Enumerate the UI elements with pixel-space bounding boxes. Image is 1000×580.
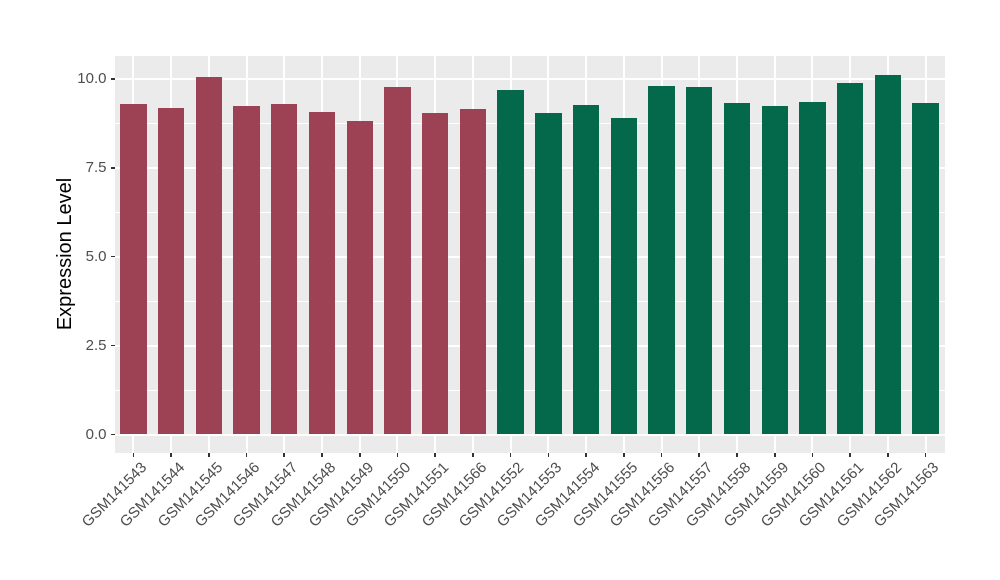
gridline-minor [114,122,945,124]
x-tick-mark [396,452,399,457]
x-tick-mark [773,452,776,457]
y-tick-mark [110,255,115,258]
gridline-major [114,77,945,80]
x-tick-mark [623,452,625,457]
y-tick-label: 5.0 [85,247,107,265]
x-tick-mark [358,452,361,457]
gridline-minor [114,389,945,391]
y-tick-label: 10.0 [77,69,107,87]
bar-GSM141550 [384,87,411,435]
y-tick-label: 7.5 [85,158,107,176]
x-tick-mark [547,452,550,457]
gridline-minor [114,300,945,302]
bar-GSM141554 [572,104,600,435]
bar-GSM141546 [233,106,260,435]
bar-GSM141560 [799,102,826,435]
bar-GSM141556 [648,85,675,435]
x-tick-mark [472,452,474,457]
bar-GSM141557 [686,87,713,435]
y-tick-mark [110,433,115,436]
x-tick-mark [434,452,436,457]
bar-GSM141562 [874,74,902,435]
bar-GSM141566 [459,109,487,435]
x-tick-mark [660,452,663,457]
y-tick-mark [110,344,115,347]
x-tick-mark [585,452,587,457]
x-tick-mark [736,452,738,457]
bar-GSM141548 [308,111,336,435]
y-tick-label: 2.5 [85,336,107,354]
bar-GSM141553 [535,112,562,435]
gridline-major [114,344,945,347]
x-tick-mark [811,452,814,457]
gridline-major [114,255,945,258]
y-tick-mark [110,78,115,80]
bar-GSM141558 [723,102,751,435]
x-tick-mark [509,452,512,457]
x-tick-mark [321,452,323,457]
y-tick-label: 0.0 [85,425,107,443]
x-tick-mark [132,452,135,457]
bar-GSM141555 [610,118,637,435]
bar-GSM141549 [346,120,373,435]
x-tick-mark [170,452,172,457]
bar-GSM141545 [195,76,222,435]
bar-GSM141559 [761,106,788,435]
bar-GSM141552 [497,89,524,435]
gridline-major [114,433,945,436]
y-tick-mark [110,166,115,169]
bar-GSM141547 [271,103,298,435]
bar-GSM141544 [157,108,185,435]
x-tick-mark [849,452,851,457]
x-tick-mark [924,452,927,457]
x-tick-mark [698,452,701,457]
x-tick-mark [208,452,210,457]
gridline-minor [114,211,945,213]
bar-GSM141561 [836,82,864,435]
x-tick-mark [283,452,286,457]
bar-GSM141563 [912,103,939,435]
bar-GSM141551 [421,112,449,435]
bar-GSM141543 [120,104,147,435]
gridline-major [114,166,945,169]
x-tick-mark [245,452,248,457]
x-tick-mark [887,452,889,457]
